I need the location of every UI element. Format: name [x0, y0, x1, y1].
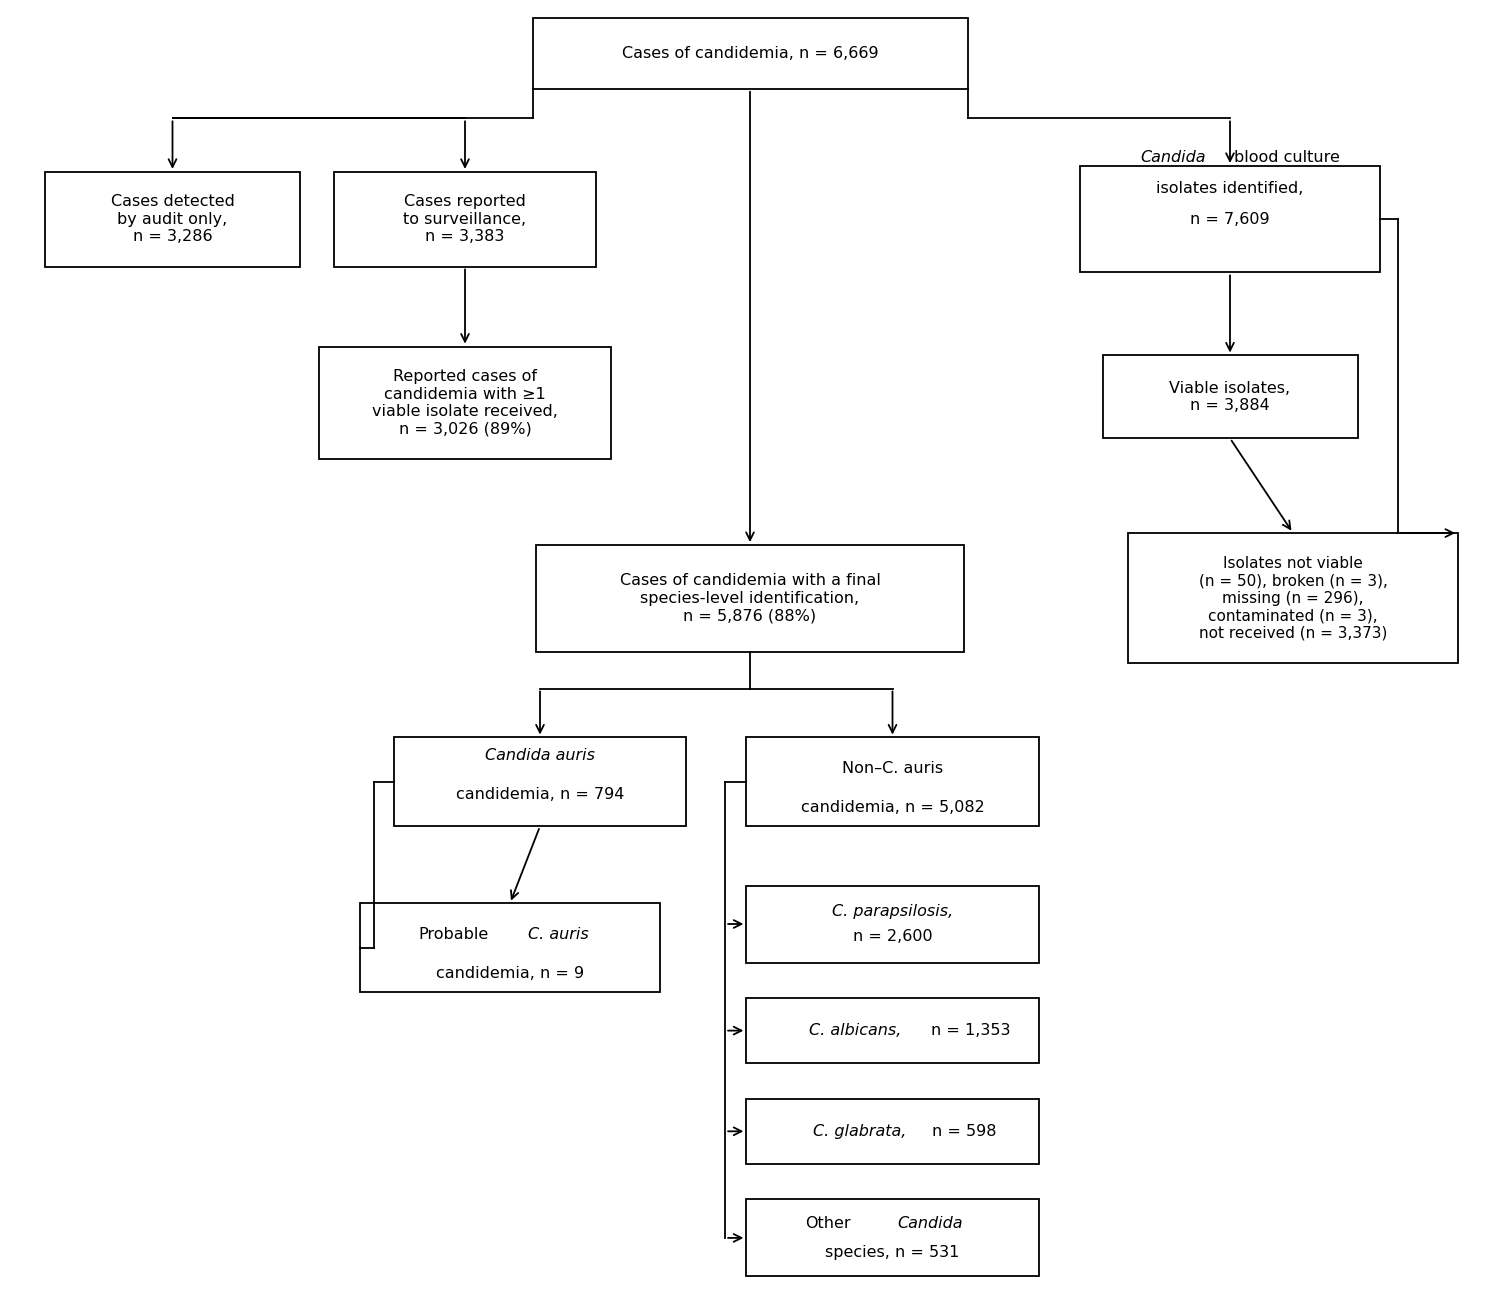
Text: C. glabrata,: C. glabrata,: [813, 1124, 906, 1139]
Text: Cases of candidemia with a final
species-level identification,
n = 5,876 (88%): Cases of candidemia with a final species…: [620, 573, 880, 623]
Text: Candida: Candida: [897, 1216, 963, 1232]
FancyBboxPatch shape: [393, 737, 686, 826]
Text: Cases detected
by audit only,
n = 3,286: Cases detected by audit only, n = 3,286: [111, 194, 234, 243]
Text: species, n = 531: species, n = 531: [825, 1245, 960, 1259]
Text: C. albicans,: C. albicans,: [808, 1024, 901, 1038]
FancyBboxPatch shape: [746, 1199, 1038, 1276]
Text: Non–C. auris: Non–C. auris: [842, 762, 944, 776]
FancyBboxPatch shape: [1128, 533, 1458, 664]
FancyBboxPatch shape: [360, 903, 660, 992]
Text: Cases of candidemia, n = 6,669: Cases of candidemia, n = 6,669: [621, 46, 879, 60]
Text: Viable isolates,
n = 3,884: Viable isolates, n = 3,884: [1170, 381, 1290, 414]
Text: n = 598: n = 598: [932, 1124, 996, 1139]
Text: isolates identified,: isolates identified,: [1156, 181, 1304, 196]
FancyBboxPatch shape: [537, 545, 964, 652]
FancyBboxPatch shape: [1080, 166, 1380, 272]
Text: Isolates not viable
(n = 50), broken (n = 3),
missing (n = 296),
contaminated (n: Isolates not viable (n = 50), broken (n …: [1198, 556, 1388, 640]
FancyBboxPatch shape: [45, 171, 300, 267]
Text: Reported cases of
candidemia with ≥1
viable isolate received,
n = 3,026 (89%): Reported cases of candidemia with ≥1 via…: [372, 369, 558, 436]
FancyBboxPatch shape: [746, 737, 1038, 826]
Text: Other: Other: [806, 1216, 850, 1232]
Text: Candida: Candida: [1140, 151, 1206, 165]
FancyBboxPatch shape: [333, 171, 596, 267]
Text: candidemia, n = 5,082: candidemia, n = 5,082: [801, 800, 984, 816]
Text: Candida auris: Candida auris: [484, 749, 596, 763]
FancyBboxPatch shape: [318, 347, 612, 459]
Text: Cases reported
to surveillance,
n = 3,383: Cases reported to surveillance, n = 3,38…: [404, 194, 526, 243]
Text: n = 1,353: n = 1,353: [930, 1024, 1011, 1038]
Text: n = 2,600: n = 2,600: [852, 929, 933, 944]
Text: Probable: Probable: [419, 927, 488, 942]
Text: n = 7,609: n = 7,609: [1190, 212, 1270, 226]
FancyBboxPatch shape: [746, 1098, 1038, 1164]
FancyBboxPatch shape: [532, 18, 968, 89]
Text: C. parapsilosis,: C. parapsilosis,: [833, 903, 952, 919]
Text: C. auris: C. auris: [528, 927, 588, 942]
Text: candidemia, n = 794: candidemia, n = 794: [456, 788, 624, 802]
FancyBboxPatch shape: [746, 885, 1038, 962]
FancyBboxPatch shape: [746, 997, 1038, 1063]
Text: blood culture: blood culture: [1234, 151, 1340, 165]
FancyBboxPatch shape: [1102, 355, 1358, 439]
Text: candidemia, n = 9: candidemia, n = 9: [436, 966, 584, 982]
